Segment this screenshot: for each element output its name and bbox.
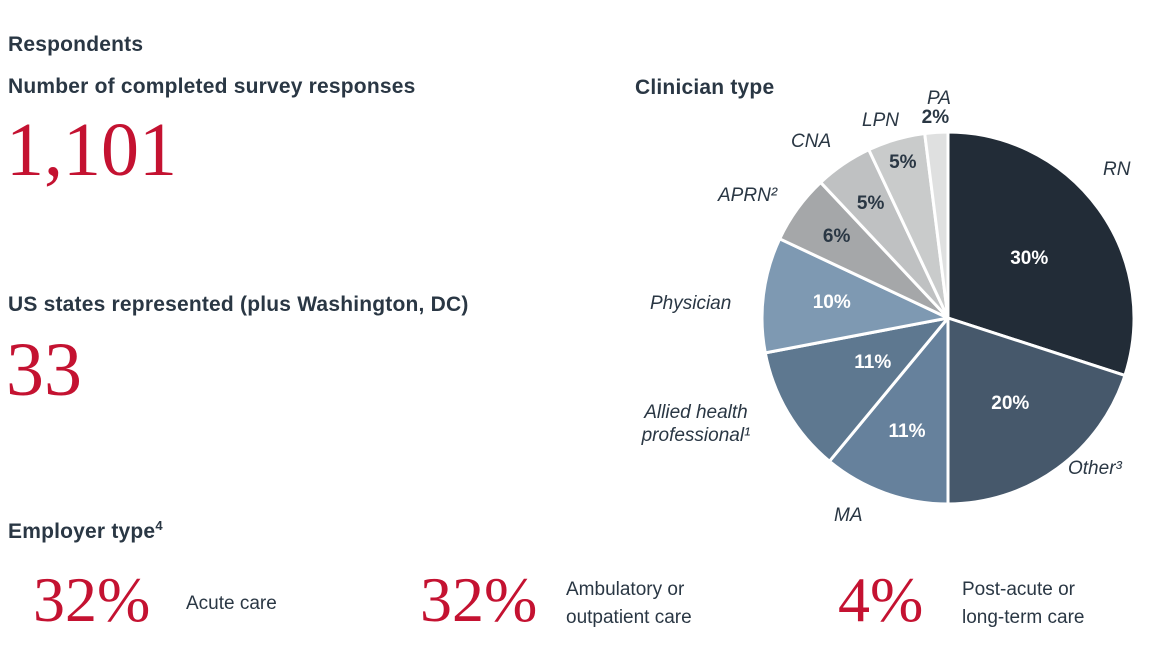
survey-responses-value: 1,101 xyxy=(6,108,177,192)
employer-type-footnote-marker: 4 xyxy=(155,518,163,533)
employer-stat-label: Ambulatory or outpatient care xyxy=(566,579,692,628)
pie-slice-rn xyxy=(946,130,1136,377)
pie-slice-physician xyxy=(760,237,950,355)
states-represented-value: 33 xyxy=(6,328,82,412)
states-represented-label: US states represented (plus Washington, … xyxy=(8,293,469,316)
employer-stat-label: Acute care xyxy=(186,593,277,614)
employer-stat-value: 32% xyxy=(33,564,151,635)
employer-stat-value: 32% xyxy=(420,564,538,635)
employer-stat-label: Post-acute or long-term care xyxy=(962,579,1085,628)
survey-responses-label: Number of completed survey responses xyxy=(8,75,416,98)
employer-type-title: Employer type4 xyxy=(8,518,163,544)
pie-slice-pa xyxy=(923,130,950,320)
clinician-type-chart-title: Clinician type xyxy=(635,76,775,99)
employer-stat-value: 4% xyxy=(838,564,924,635)
pie-slice-ma xyxy=(827,316,950,506)
employer-type-title-text: Employer type xyxy=(8,520,156,543)
pie-slice-allied-health-professional xyxy=(763,316,950,463)
respondents-section-title: Respondents xyxy=(8,33,144,56)
pie-slice-other xyxy=(946,316,1127,506)
